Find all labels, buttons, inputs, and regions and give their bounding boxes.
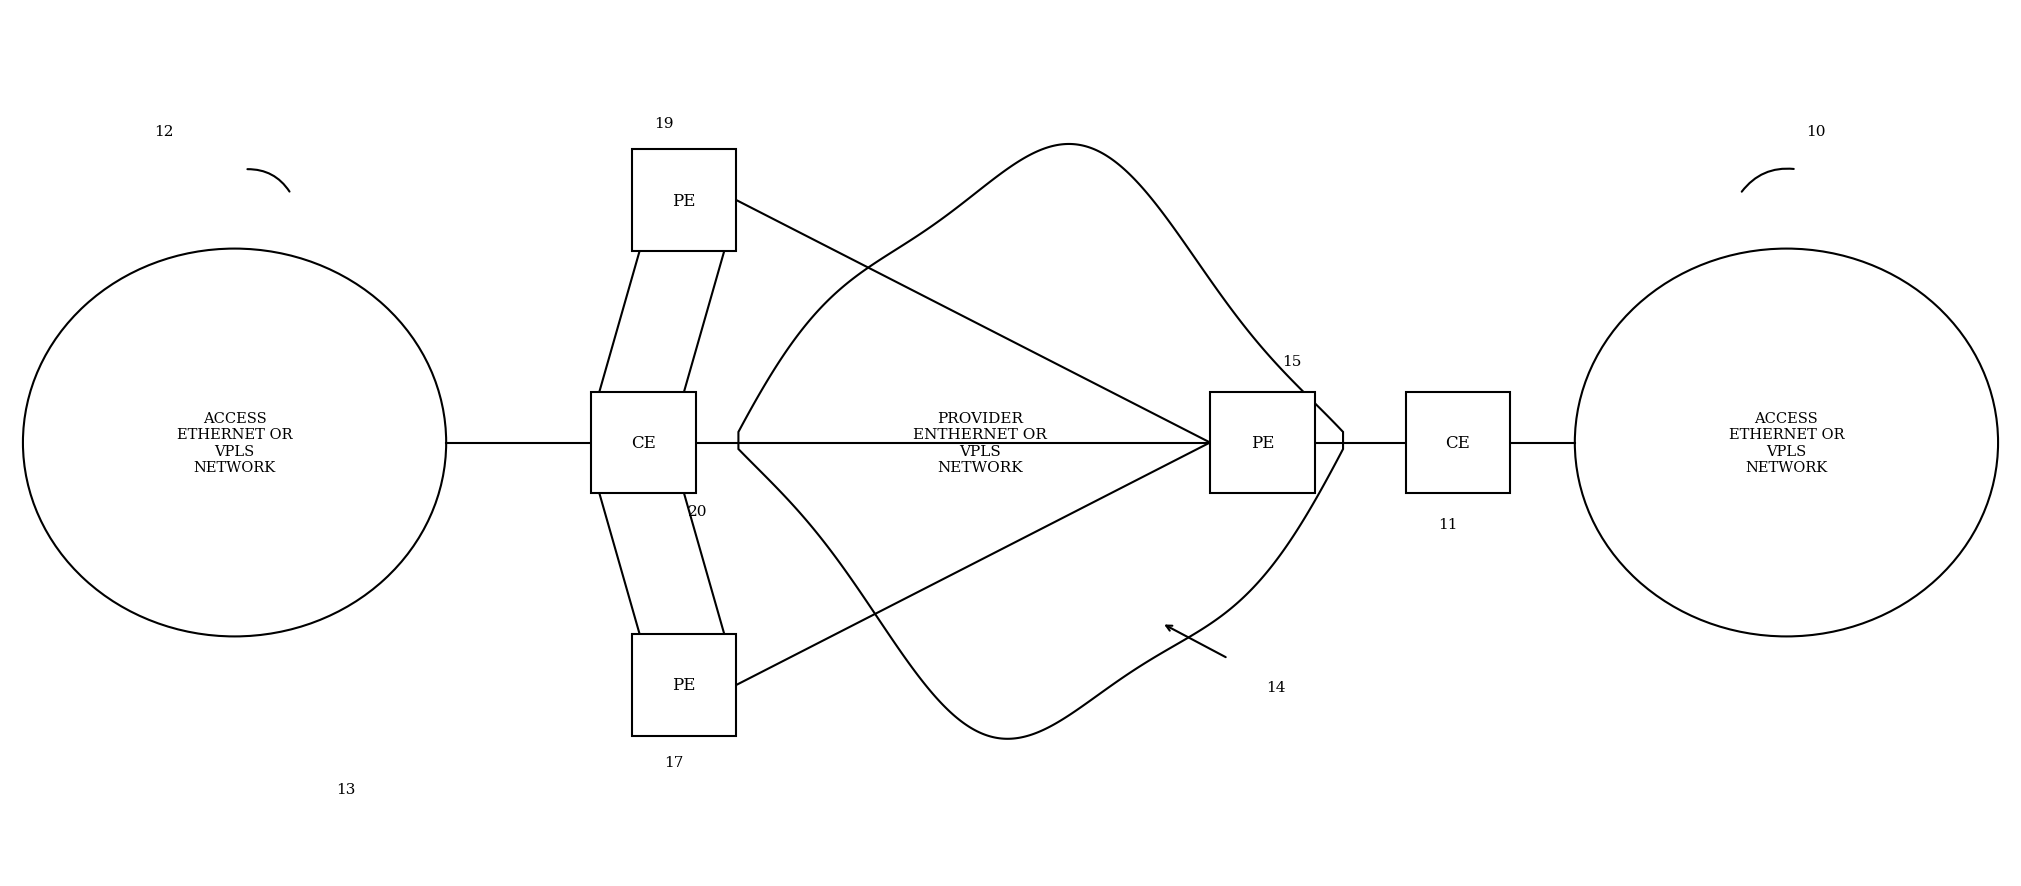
Text: PE: PE — [1251, 434, 1273, 452]
Text: 10: 10 — [1807, 125, 1827, 139]
FancyBboxPatch shape — [1405, 392, 1510, 494]
Text: ACCESS
ETHERNET OR
VPLS
NETWORK: ACCESS ETHERNET OR VPLS NETWORK — [176, 412, 293, 474]
Text: 13: 13 — [335, 782, 356, 796]
Text: PE: PE — [673, 192, 695, 209]
Text: 19: 19 — [655, 116, 673, 130]
Text: ACCESS
ETHERNET OR
VPLS
NETWORK: ACCESS ETHERNET OR VPLS NETWORK — [1728, 412, 1845, 474]
Text: PE: PE — [673, 677, 695, 694]
Text: 14: 14 — [1267, 680, 1285, 695]
FancyBboxPatch shape — [592, 392, 695, 494]
Text: CE: CE — [1445, 434, 1471, 452]
Text: 11: 11 — [1439, 517, 1457, 532]
Text: 15: 15 — [1283, 354, 1302, 369]
Ellipse shape — [22, 249, 447, 637]
Polygon shape — [738, 144, 1344, 739]
FancyBboxPatch shape — [633, 151, 736, 252]
Text: 20: 20 — [687, 505, 707, 518]
Text: 17: 17 — [665, 756, 683, 770]
Text: 12: 12 — [154, 125, 174, 139]
Text: PROVIDER
ENTHERNET OR
VPLS
NETWORK: PROVIDER ENTHERNET OR VPLS NETWORK — [913, 412, 1047, 474]
Text: CE: CE — [631, 434, 657, 452]
FancyBboxPatch shape — [1211, 392, 1316, 494]
FancyBboxPatch shape — [633, 634, 736, 735]
Ellipse shape — [1574, 249, 1999, 637]
